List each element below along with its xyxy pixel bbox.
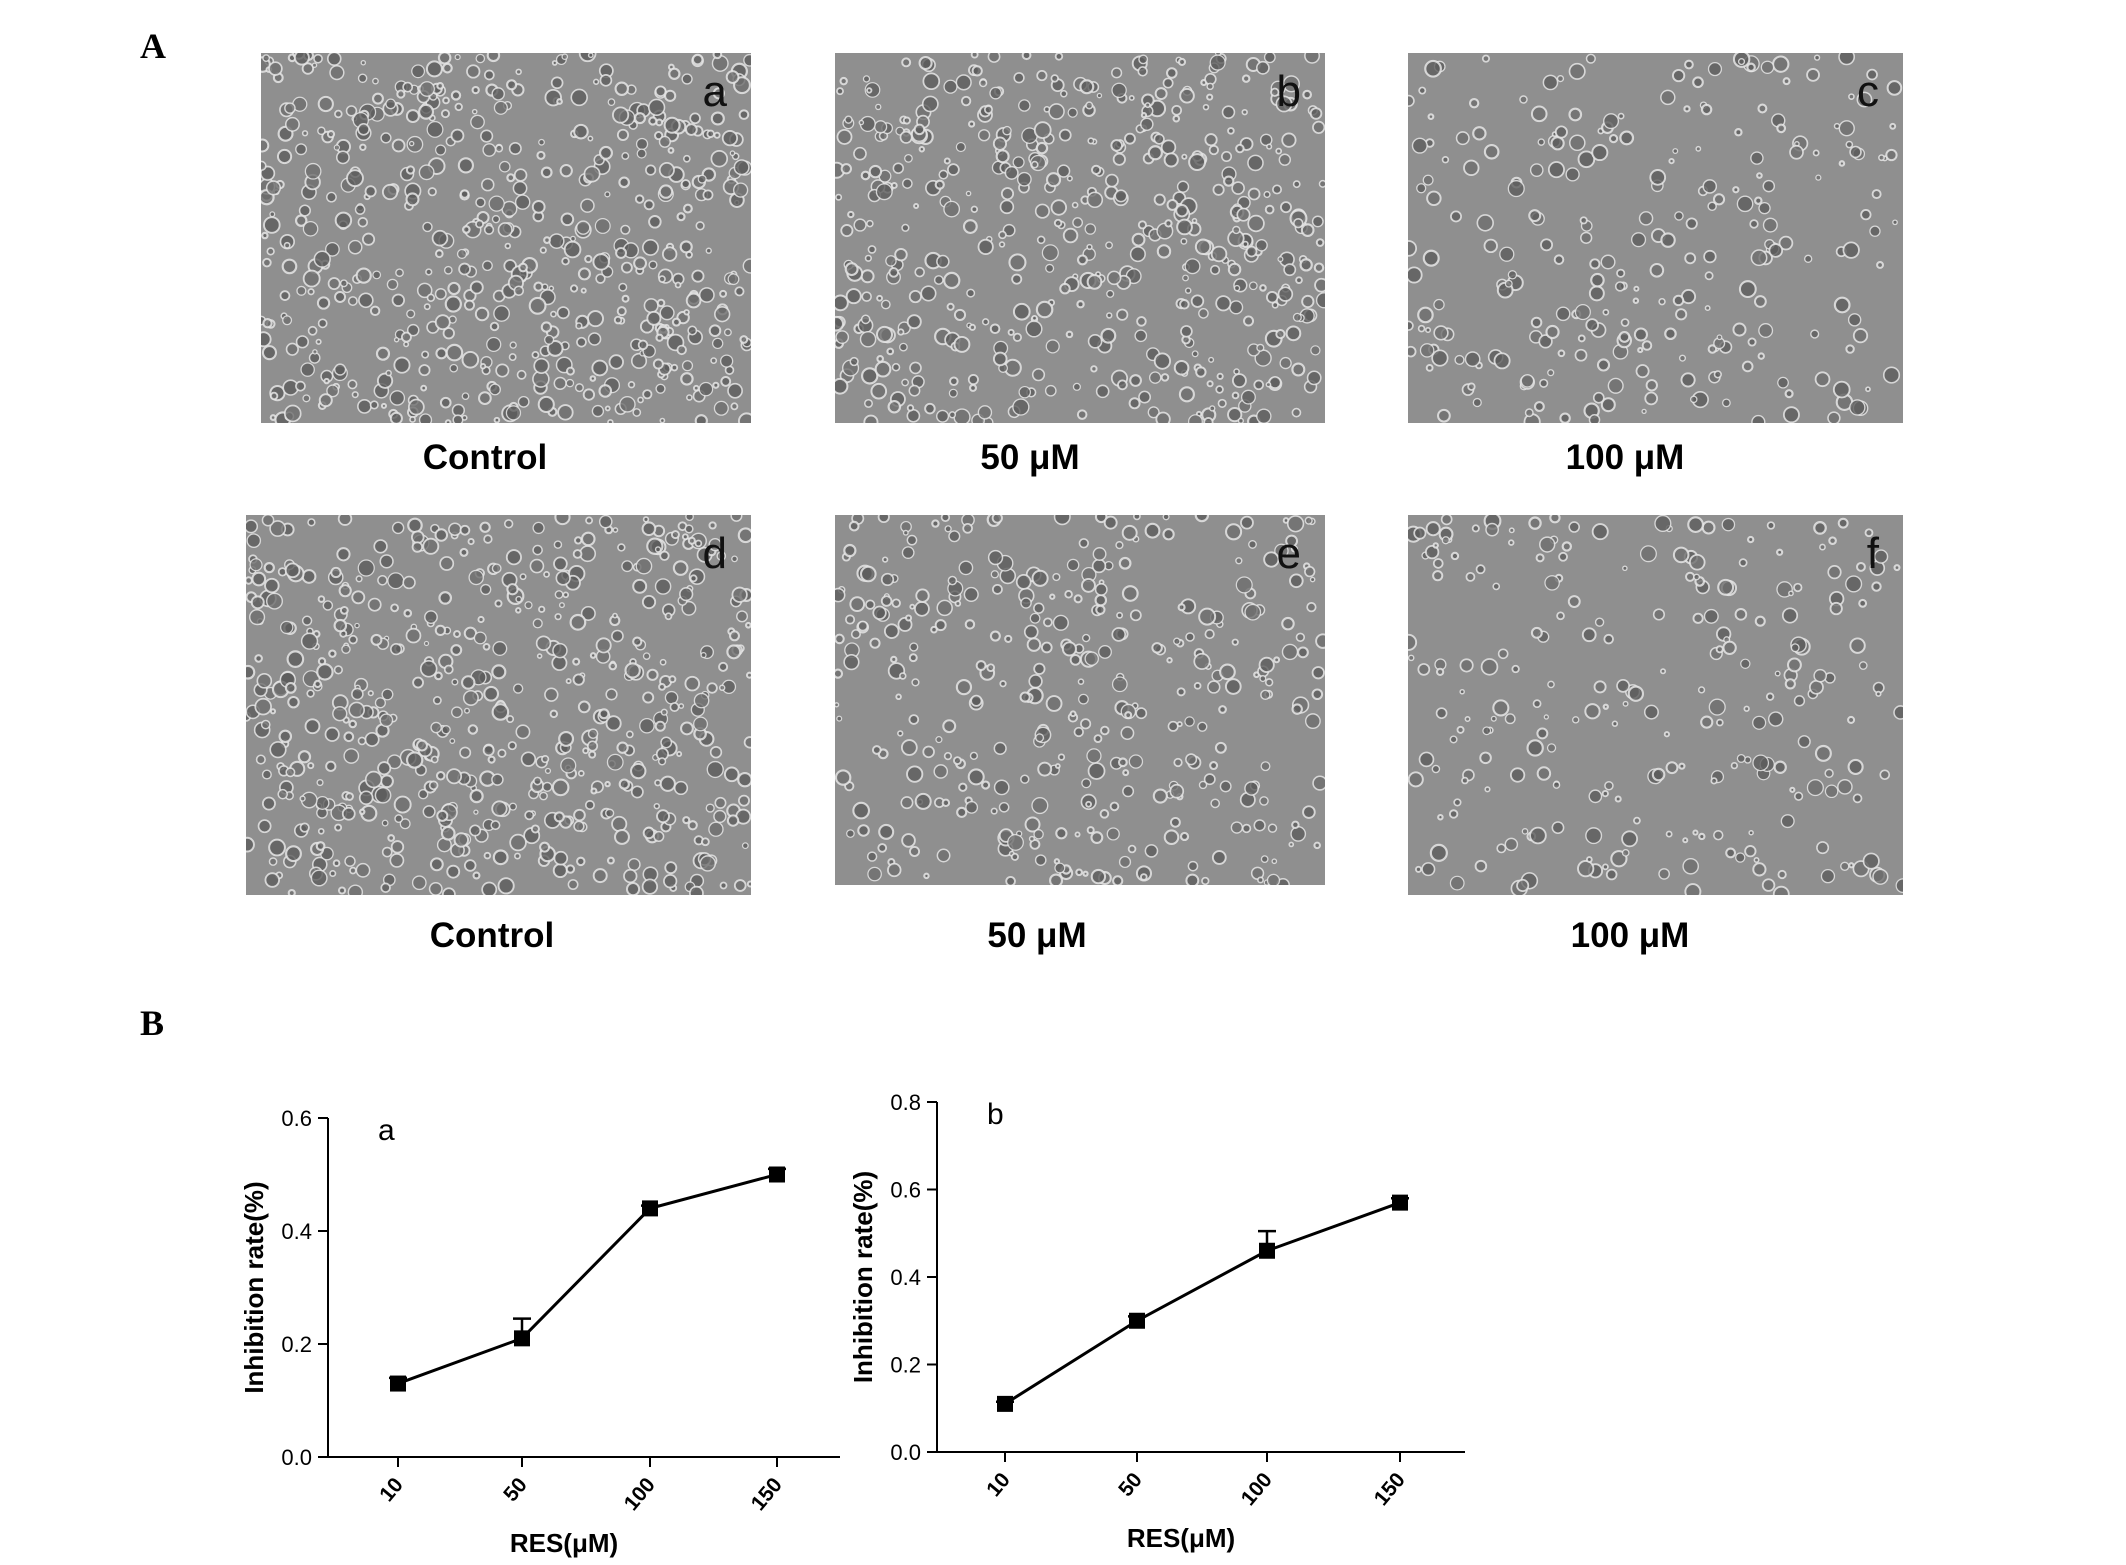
y-tick-label: 0.0 [281, 1445, 312, 1470]
y-axis-label: Inhibition rate(%) [848, 1171, 878, 1383]
panel-a-label: A [140, 26, 166, 66]
caption-50um-row1: 50 μM [980, 438, 1080, 477]
cell-texture [261, 53, 751, 423]
panel-b-label: B [140, 1003, 165, 1043]
caption-control-row2: Control [429, 916, 555, 955]
series-line [1004, 1201, 1401, 1406]
micrograph-f: f [1408, 515, 1903, 895]
micrograph-letter: d [702, 529, 727, 578]
data-point [390, 1375, 406, 1392]
chart-panel-letter: b [987, 1098, 1004, 1131]
caption-100um-row2: 100 μM [1570, 916, 1690, 955]
caption-control-row1: Control [422, 438, 548, 477]
cell-texture [1408, 515, 1903, 895]
micrograph-letter: b [1276, 67, 1301, 116]
micrograph-a: a [261, 53, 751, 423]
chart-panel-letter: a [378, 1114, 395, 1147]
caption-50um-row2: 50 μM [987, 916, 1087, 955]
x-tick-label: 100 [1237, 1468, 1277, 1510]
y-tick-label: 0.8 [890, 1090, 921, 1115]
data-point [642, 1200, 658, 1217]
y-tick-label: 0.0 [890, 1440, 921, 1465]
micrograph-letter: a [702, 67, 727, 116]
caption-100um-row1: 100 μM [1565, 438, 1685, 477]
x-tick-label: 150 [1370, 1468, 1410, 1510]
data-point [769, 1166, 785, 1183]
data-point [1392, 1194, 1408, 1211]
micrograph-letter: c [1857, 67, 1879, 116]
micrograph-b: b [835, 53, 1325, 423]
cell-texture [1408, 53, 1903, 423]
micrograph-d: d [246, 515, 751, 895]
data-point [997, 1395, 1013, 1412]
y-tick-label: 0.4 [890, 1265, 921, 1290]
y-tick-label: 0.2 [890, 1353, 921, 1378]
micrograph-letter: e [1276, 529, 1301, 578]
y-axis-label: Inhibition rate(%) [239, 1181, 269, 1393]
x-tick-label: 50 [1114, 1468, 1147, 1501]
micrograph-c: c [1408, 53, 1903, 423]
series-line [397, 1173, 778, 1385]
x-axis-label: RES(μM) [510, 1528, 618, 1558]
x-axis-label: RES(μM) [1127, 1523, 1235, 1553]
data-point [1259, 1242, 1275, 1259]
y-tick-label: 0.6 [281, 1106, 312, 1131]
data-point [1129, 1312, 1145, 1329]
x-tick-label: 10 [982, 1468, 1015, 1501]
cell-texture [835, 515, 1325, 885]
y-tick-label: 0.6 [890, 1178, 921, 1203]
micrograph-letter: f [1866, 529, 1879, 578]
cell-texture [835, 53, 1325, 423]
y-tick-label: 0.2 [281, 1332, 312, 1357]
cell-texture [246, 515, 751, 895]
micrograph-e: e [835, 515, 1325, 885]
data-point [514, 1330, 530, 1347]
y-tick-label: 0.4 [281, 1219, 312, 1244]
